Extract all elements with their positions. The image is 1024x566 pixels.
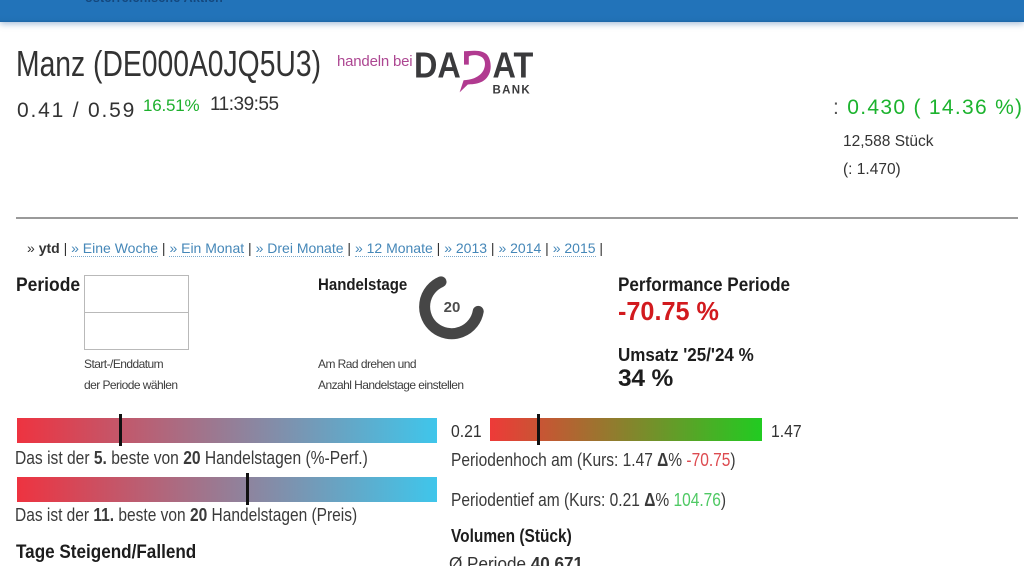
svg-text:20: 20 [444,299,461,316]
svg-text:DA: DA [414,46,461,86]
svg-text:AT: AT [492,46,533,86]
svg-text:BANK: BANK [493,85,531,97]
